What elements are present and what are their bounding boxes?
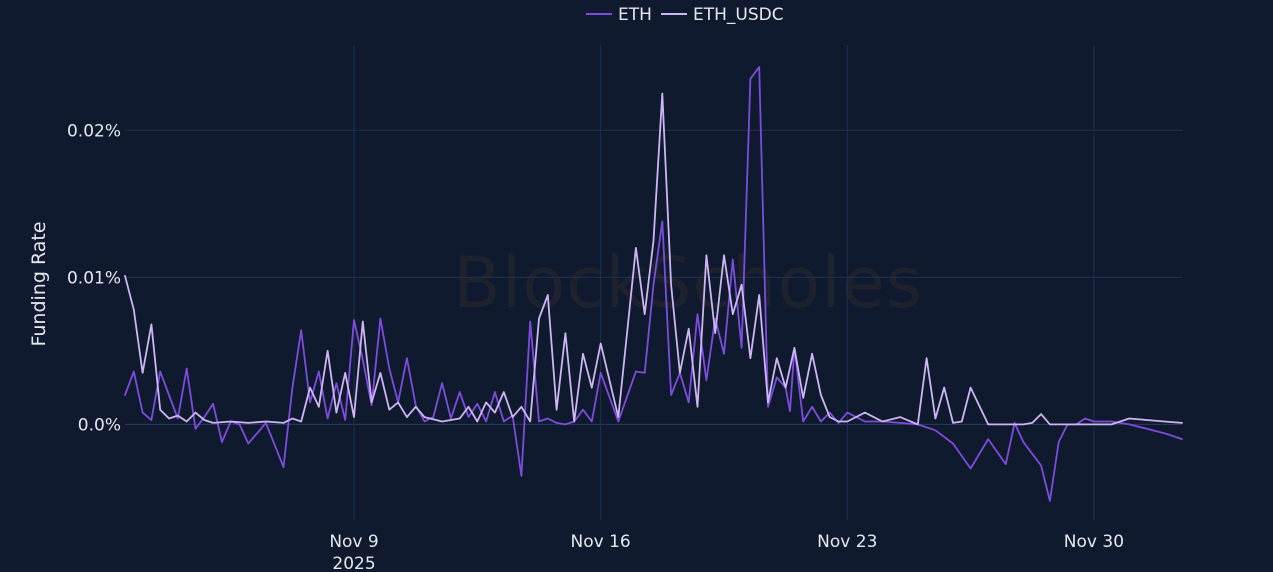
x-tick-label: Nov 30: [1064, 532, 1124, 552]
legend-label: ETH: [618, 5, 652, 25]
y-tick-label: 0.01%: [67, 268, 121, 288]
y-axis-title: Funding Rate: [28, 221, 50, 346]
legend-item-eth[interactable]: ETH: [586, 5, 652, 25]
x-axis: Nov 9 2025 Nov 16 Nov 23 Nov 30: [329, 532, 1124, 572]
y-tick-label: 0.0%: [78, 415, 121, 435]
x-tick-label: Nov 9: [329, 532, 378, 552]
legend-item-eth-usdc[interactable]: ETH_USDC: [661, 5, 784, 25]
x-tick-label: Nov 23: [817, 532, 877, 552]
legend-label: ETH_USDC: [693, 5, 784, 25]
y-tick-label: 0.02%: [67, 121, 121, 141]
x-tick-sublabel: 2025: [332, 554, 375, 572]
series-layer: [124, 66, 1183, 502]
x-tick-label: Nov 16: [571, 532, 631, 552]
legend[interactable]: ETH ETH_USDC: [586, 5, 784, 25]
y-axis: 0.0% 0.01% 0.02%: [67, 121, 121, 435]
series-line-eth: [124, 66, 1183, 502]
series-line-eth-usdc: [124, 92, 1183, 426]
watermark: BlockScholes: [453, 242, 923, 324]
